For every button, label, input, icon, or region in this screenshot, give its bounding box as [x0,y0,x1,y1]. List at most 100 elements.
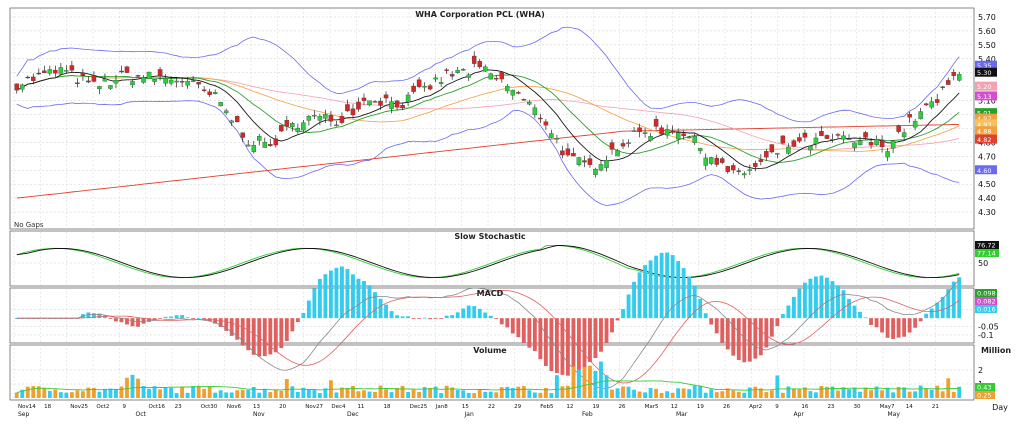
macd-histogram-bar [703,313,708,319]
x-axis-date-label: 11 [357,404,364,410]
macd-value-tag-label: 0.098 [977,290,996,298]
macd-histogram-bar [290,318,295,332]
volume-bar-down [819,385,824,398]
volume-moving-average-line [16,380,960,394]
candle-up [576,157,582,165]
macd-histogram-bar [334,267,339,319]
candle-up [786,146,791,154]
macd-histogram-bar [940,296,945,319]
candle-up [460,69,466,71]
candle-up [857,140,863,146]
candle-down [91,75,97,82]
x-axis-month-label: Feb [582,411,593,418]
volume-bar-up [510,387,515,398]
candle-up [317,116,323,121]
volume-bar-up [632,389,636,398]
macd-histogram-bar [477,308,482,319]
x-axis-period-label: Day [992,403,1008,412]
volume-series-layer [14,361,962,398]
candle-down [587,158,593,165]
candle-up [323,114,328,119]
macd-histogram-bar [384,304,388,319]
candle-down [201,89,207,91]
volume-bar-up [665,391,670,398]
x-axis-date-label: May7 [880,404,895,410]
macd-histogram-bar [929,308,934,319]
candle-down [499,72,505,80]
candle-down [863,132,868,138]
stochastic-title: Slow Stochastic [454,232,525,241]
price-value-tag-label: 4.88 [977,128,991,136]
candle-down [637,127,642,132]
volume-bar-up [114,388,118,398]
candle-up [312,115,317,117]
volume-bar-up [643,392,648,398]
candle-up [466,74,471,78]
candle-down [273,138,279,146]
candle-down [383,94,389,99]
volume-unit-label: Million [981,346,1011,355]
volume-bar-up [747,387,752,398]
volume-bar-up [891,392,896,398]
macd-histogram-bar [814,276,818,319]
macd-histogram-bar [439,318,444,319]
volume-bar-down [836,390,840,398]
volume-bar-up [527,390,532,398]
volume-bar-up [808,391,813,398]
x-axis-date-label: 23 [827,404,834,410]
candle-down [449,74,455,77]
macd-histogram-bar [604,318,609,343]
macd-histogram-bar [692,285,697,319]
grid-layer [10,8,974,400]
volume-bar-down [565,385,570,398]
x-axis-date-label: Nov25 [70,404,88,410]
stochastic-series-layer [16,244,960,279]
volume-y-tick-label: 2 [978,366,983,375]
candle-up [510,89,516,96]
volume-bar-down [582,367,587,398]
price-value-tag-label: 4.97 [977,115,991,123]
x-axis-date-label: 18 [384,404,391,410]
macd-histogram-bar [808,278,813,319]
candle-up [598,164,604,171]
x-axis-date-label: 14 [906,404,913,410]
volume-bar-down [378,385,383,398]
x-axis-date-label: 12 [566,404,573,410]
volume-bar-up [786,386,791,398]
candle-down [157,69,163,77]
x-axis-date-label: Nov14 [18,404,36,410]
macd-histogram-bar [229,318,234,336]
macd-histogram-bar [869,318,873,325]
volume-bar-down [869,390,873,398]
macd-histogram-bar [417,318,422,319]
macd-histogram-bar [599,318,603,352]
candle-down [279,124,284,132]
macd-histogram-bar [907,318,912,333]
macd-histogram-bar [731,318,736,356]
candle-down [835,134,841,136]
volume-bar-down [196,385,201,398]
volume-bar-down [951,391,956,398]
macd-histogram-bar [103,315,107,319]
candle-up [433,77,438,80]
candle-up [438,82,444,84]
macd-histogram-bar [543,318,548,366]
stochastic-value-tag-label: 76.72 [977,242,996,250]
volume-bar-down [780,392,785,398]
volume-bar-up [461,390,466,398]
macd-histogram-bar [494,318,499,319]
volume-bar-up [626,386,631,398]
x-axis-month-label: Mar [676,411,688,418]
price-value-tag [975,60,997,70]
volume-bar-up [163,387,168,398]
x-axis-date-label: Oct30 [201,404,218,410]
candle-up [692,136,697,143]
macd-histogram-bar [273,318,278,353]
macd-histogram-bar [593,318,598,358]
candle-down [923,103,929,106]
candle-down [516,92,521,94]
price-value-tag-label: 4.60 [977,167,991,175]
macd-histogram-bar [610,318,614,333]
price-y-tick-label: 4.40 [978,194,996,203]
candle-up [830,139,835,141]
